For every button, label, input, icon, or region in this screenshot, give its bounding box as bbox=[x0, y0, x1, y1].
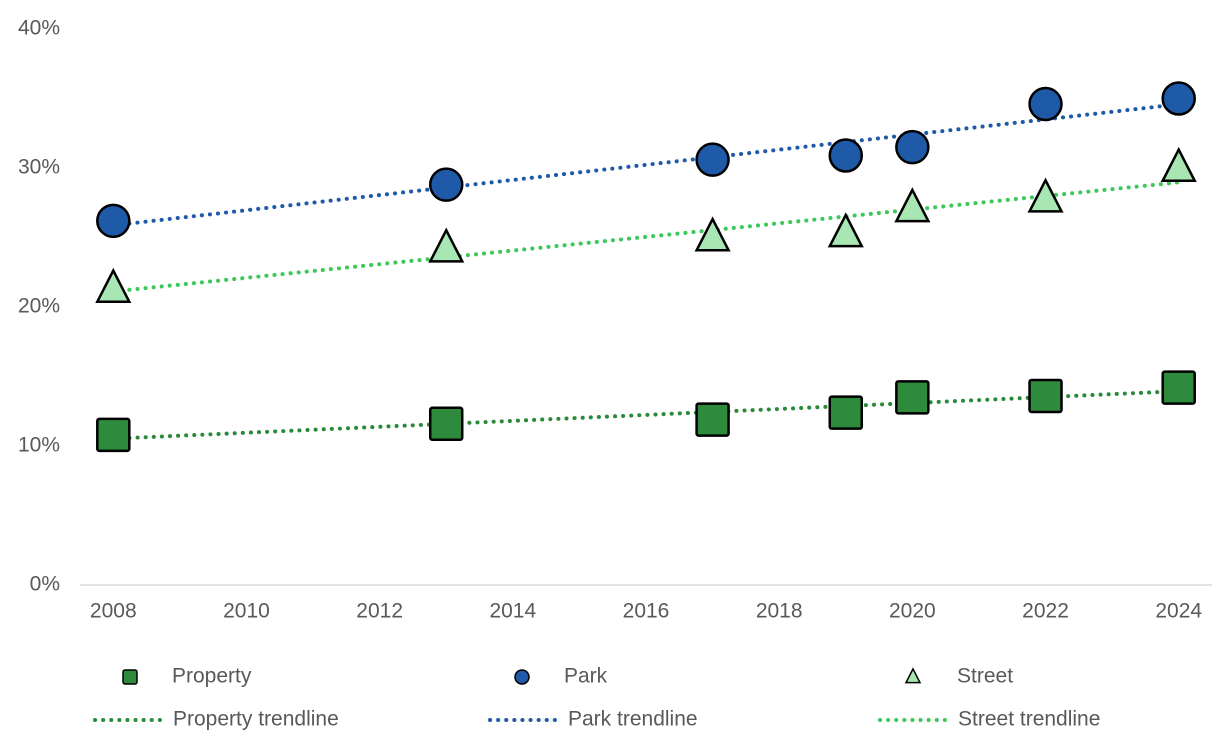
marker-circle bbox=[1161, 81, 1196, 116]
marker-triangle bbox=[827, 212, 864, 248]
legend-marker bbox=[514, 669, 530, 685]
x-tick-label: 2012 bbox=[356, 600, 403, 623]
marker-triangle bbox=[428, 227, 465, 263]
marker-circle bbox=[428, 167, 464, 202]
x-tick-label: 2024 bbox=[1155, 600, 1202, 623]
y-tick-label: 10% bbox=[18, 434, 60, 457]
marker-square bbox=[1028, 378, 1063, 414]
marker-circle bbox=[828, 138, 864, 173]
legend-label: Park bbox=[564, 665, 608, 688]
y-tick-label: 40% bbox=[18, 17, 60, 40]
marker-circle bbox=[895, 129, 930, 165]
legend-label: Property trendline bbox=[173, 708, 339, 731]
marker-triangle bbox=[95, 267, 132, 303]
marker-square bbox=[895, 380, 930, 415]
x-tick-label: 2018 bbox=[756, 600, 803, 623]
trendline bbox=[111, 389, 1181, 441]
marker-square bbox=[428, 406, 464, 442]
marker-circle bbox=[1028, 86, 1063, 122]
x-tick-label: 2016 bbox=[623, 600, 670, 623]
y-tick-label: 0% bbox=[30, 573, 60, 596]
legend-label: Park trendline bbox=[568, 708, 698, 731]
trendline bbox=[111, 102, 1181, 228]
marker-circle bbox=[96, 203, 131, 239]
marker-triangle bbox=[1027, 177, 1064, 213]
legend-marker bbox=[904, 667, 922, 684]
x-tick-label: 2008 bbox=[90, 600, 137, 623]
y-tick-label: 30% bbox=[18, 156, 60, 179]
marker-square bbox=[828, 395, 864, 430]
marker-triangle bbox=[694, 216, 731, 252]
x-tick-label: 2020 bbox=[889, 600, 936, 623]
x-tick-label: 2010 bbox=[223, 600, 270, 623]
marker-triangle bbox=[894, 187, 931, 223]
marker-square bbox=[1161, 370, 1196, 405]
legend-marker bbox=[122, 669, 138, 685]
legend-label: Street trendline bbox=[958, 708, 1100, 731]
legend-label: Property bbox=[172, 665, 252, 688]
marker-triangle bbox=[1160, 146, 1197, 183]
x-tick-label: 2014 bbox=[489, 600, 536, 623]
x-tick-label: 2022 bbox=[1022, 600, 1069, 623]
marker-square bbox=[96, 417, 131, 453]
marker-square bbox=[695, 402, 730, 437]
legend-label: Street bbox=[957, 665, 1013, 688]
marker-circle bbox=[695, 142, 730, 177]
y-tick-label: 20% bbox=[18, 295, 60, 318]
trendline bbox=[111, 180, 1181, 294]
